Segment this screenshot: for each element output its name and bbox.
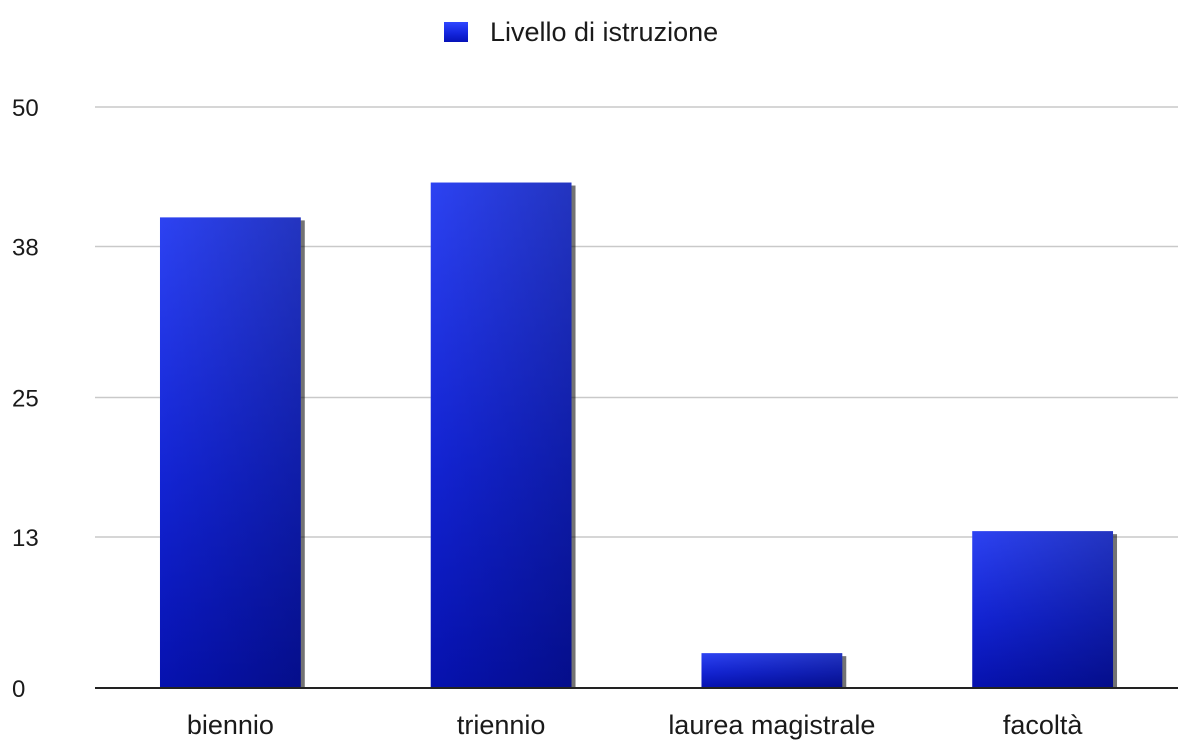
bar-shading	[972, 531, 1114, 688]
bar-group	[701, 653, 847, 688]
bar-shading	[159, 217, 301, 688]
x-category-label: triennio	[457, 710, 546, 740]
y-tick-label: 13	[12, 525, 39, 552]
bars	[159, 182, 1118, 688]
x-category-label: biennio	[187, 710, 274, 740]
y-tick-label: 25	[12, 386, 39, 413]
y-axis-ticks: 0 13 25 38 50	[12, 95, 39, 703]
x-category-label: laurea magistrale	[668, 710, 875, 740]
legend-label: Livello di istruzione	[490, 17, 718, 47]
bar-group	[430, 182, 576, 688]
bar-shading	[701, 653, 843, 688]
bar-group	[159, 217, 305, 688]
legend: Livello di istruzione	[444, 17, 718, 47]
y-tick-label: 0	[12, 676, 25, 703]
bar-group	[972, 531, 1118, 688]
legend-swatch	[444, 22, 468, 42]
bar-shading	[430, 182, 572, 688]
y-tick-label: 50	[12, 95, 39, 122]
y-tick-label: 38	[12, 234, 39, 261]
x-axis-categories: biennio triennio laurea magistrale facoltà	[187, 710, 1084, 740]
x-category-label: facoltà	[1003, 710, 1084, 740]
